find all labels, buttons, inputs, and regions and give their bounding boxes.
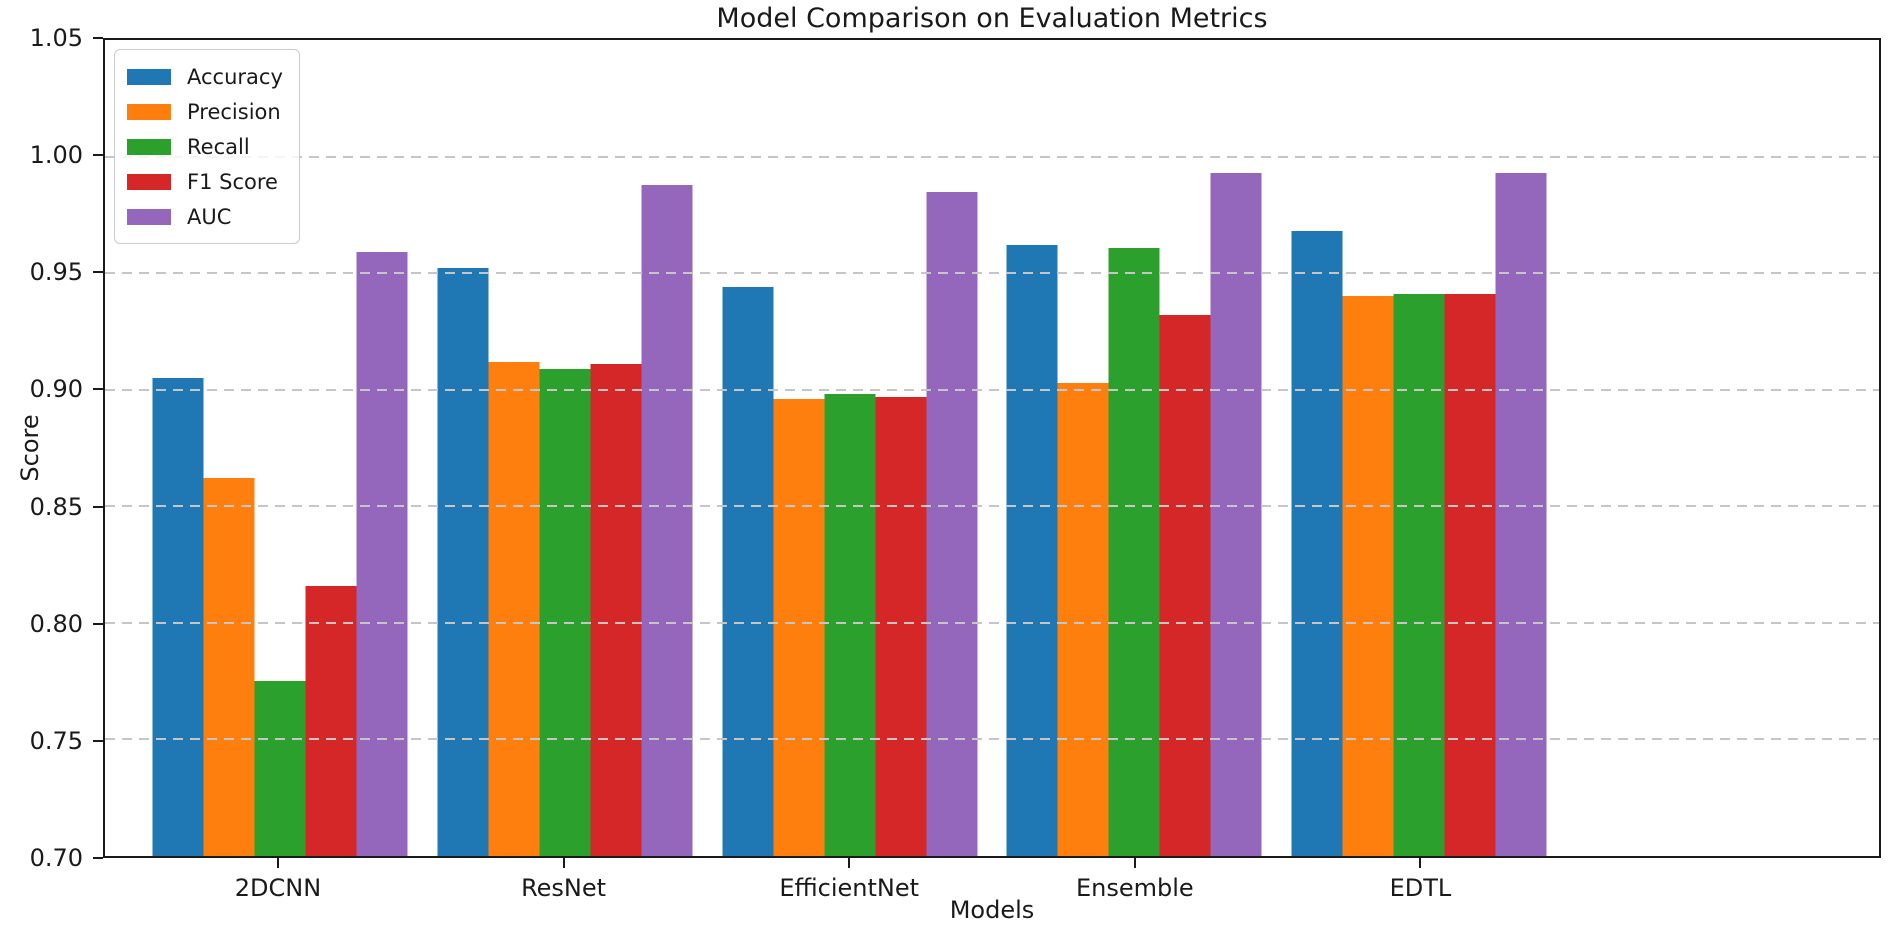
y-tick-mark [93, 857, 103, 859]
y-tick-label: 0.75 [29, 726, 83, 755]
bar-accuracy [437, 268, 489, 856]
bar-precision [773, 399, 824, 856]
bar-precision [1342, 296, 1394, 856]
bar-accuracy [1006, 245, 1058, 856]
bar-f1-score [590, 364, 642, 856]
bar-recall [824, 394, 875, 856]
y-tick-label: 0.85 [29, 492, 83, 521]
y-axis-ticks: 0.70 0.75 0.80 0.85 0.90 0.95 1.00 1.05 [0, 24, 103, 872]
bar-group-EfficientNet [722, 40, 977, 856]
bar-recall [1393, 294, 1445, 856]
legend: Accuracy Precision Recall F1 Score AUC [114, 49, 300, 244]
x-tick-label-2DCNN: 2DCNN [234, 874, 322, 902]
x-tick-label-ResNet: ResNet [521, 874, 607, 902]
x-tick-label-EDTL: EDTL [1389, 874, 1452, 902]
legend-swatch [127, 103, 171, 120]
bar-precision [488, 361, 540, 856]
x-axis-ticks: 2DCNN ResNet EfficientNet Ensemble EDTL [103, 858, 1881, 918]
legend-item: F1 Score [127, 164, 283, 199]
y-tick-mark [93, 154, 103, 157]
bar-group-ResNet [437, 40, 693, 856]
y-tick-label: 0.95 [29, 258, 83, 287]
legend-swatch [127, 173, 171, 190]
y-tick-label: 0.70 [29, 844, 83, 872]
bar-group-2DCNN [152, 40, 408, 856]
legend-label: AUC [187, 204, 232, 229]
bar-recall [1108, 247, 1160, 856]
legend-item: Accuracy [127, 59, 283, 94]
bar-accuracy [152, 378, 204, 856]
x-tick-mark [562, 858, 565, 868]
legend-label: Recall [187, 134, 250, 159]
x-axis-label: Models [949, 896, 1035, 924]
bar-accuracy [1291, 231, 1343, 856]
bar-auc [356, 252, 408, 856]
y-tick-mark [93, 505, 103, 508]
y-tick-label: 0.80 [29, 609, 83, 638]
x-tick-mark [848, 858, 851, 868]
grid-line [105, 272, 1879, 275]
bar-f1-score [1444, 294, 1496, 856]
y-tick-mark [93, 388, 103, 391]
bar-f1-score [875, 396, 926, 856]
y-tick-mark [93, 271, 103, 274]
bar-auc [1210, 172, 1262, 856]
legend-item: Recall [127, 129, 283, 164]
legend-swatch [127, 208, 171, 225]
plot-area: Accuracy Precision Recall F1 Score AUC [103, 38, 1881, 858]
bar-group-Ensemble [1006, 40, 1262, 856]
grid-line [105, 155, 1879, 158]
bar-precision [1057, 382, 1109, 856]
grid-line [105, 388, 1879, 391]
x-tick-mark [1133, 858, 1136, 868]
y-tick-label: 1.05 [29, 24, 83, 52]
legend-label: Precision [187, 99, 281, 124]
bar-auc [1495, 172, 1547, 856]
grid-line [105, 505, 1879, 508]
bar-recall [539, 368, 591, 856]
bar-auc [641, 184, 693, 856]
x-tick-label-Ensemble: Ensemble [1075, 874, 1194, 902]
legend-item: AUC [127, 199, 283, 234]
bar-f1-score [305, 585, 357, 856]
y-tick-label: 0.90 [29, 375, 83, 404]
legend-label: Accuracy [187, 64, 283, 89]
chart-title: Model Comparison on Evaluation Metrics [716, 3, 1268, 34]
legend-swatch [127, 138, 171, 155]
bar-recall [254, 681, 306, 856]
legend-swatch [127, 68, 171, 85]
bar-accuracy [722, 287, 773, 856]
grid-line [105, 621, 1879, 624]
y-tick-mark [93, 739, 103, 742]
y-tick-mark [93, 622, 103, 625]
x-tick-label-EfficientNet: EfficientNet [779, 874, 920, 902]
y-tick-mark [93, 37, 103, 39]
x-tick-mark [1419, 858, 1422, 868]
bar-group-EDTL [1291, 40, 1547, 856]
legend-label: F1 Score [187, 169, 278, 194]
grid-line [105, 738, 1879, 741]
bar-auc [926, 191, 977, 856]
y-tick-label: 1.00 [29, 141, 83, 170]
bar-f1-score [1159, 315, 1211, 856]
x-tick-mark [276, 858, 279, 868]
bar-precision [203, 478, 255, 856]
legend-item: Precision [127, 94, 283, 129]
